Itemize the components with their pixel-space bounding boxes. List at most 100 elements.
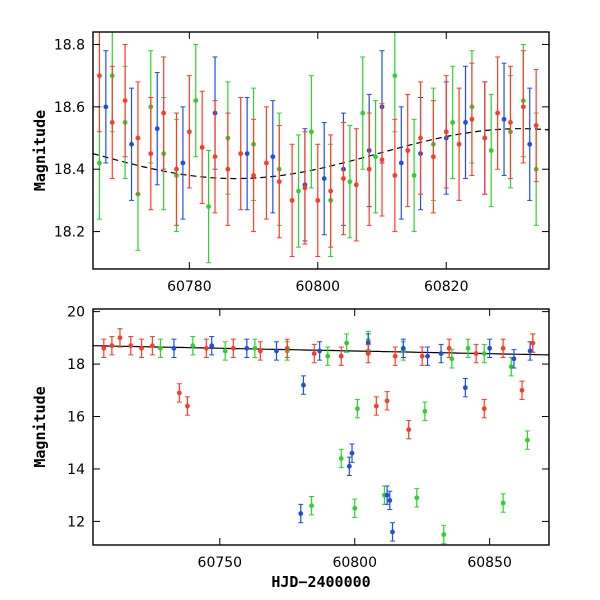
top-series-2-point-3 [135,135,141,141]
top-series-1-point-6 [270,154,276,160]
bottom-panel-data-marks [93,328,549,545]
bottom-series-1-point-0 [171,345,177,351]
top-series-2-point-27 [443,129,449,135]
top-panel-frame [92,31,550,270]
bottom-series-0-point-9 [352,505,358,511]
bottom-panel-ticks [93,309,549,545]
top-series-2-point-25 [418,135,423,141]
top-y-tick-label-0: 18.2 [54,225,85,241]
bottom-series-1-point-2 [244,345,250,351]
bottom-y-tick-label-4: 20 [67,305,85,321]
top-panel-ticks [93,32,549,269]
bottom-series-2-point-4 [139,345,144,351]
top-y-tick-label-2: 18.6 [54,100,85,116]
bottom-series-1-point-5 [301,382,306,388]
top-series-2-point-18 [328,188,334,194]
top-series-0-point-16 [360,110,366,116]
top-series-2-point-10 [225,166,231,172]
top-x-tick-label-1: 60800 [296,279,341,295]
bottom-series-2-point-7 [185,403,190,409]
top-series-1-point-5 [244,151,250,157]
top-series-0-point-17 [373,154,378,160]
bottom-series-2-point-11 [284,345,290,351]
bottom-series-1-point-16 [462,385,468,391]
top-series-2-point-20 [353,182,359,188]
top-series-2-point-30 [482,135,488,141]
bottom-series-2-point-25 [530,340,536,346]
top-series-2-point-34 [533,123,539,128]
bottom-series-1-point-17 [487,345,493,351]
top-panel-data-marks [93,32,549,264]
top-series-1-point-12 [398,160,404,166]
bottom-series-2-point-22 [481,406,487,412]
top-series-2-point-24 [405,148,411,153]
top-series-2-point-0 [97,73,102,79]
bottom-series-1-point-3 [274,348,279,354]
top-series-2-point-21 [366,166,372,172]
top-series-2-point-33 [520,104,526,110]
bottom-series-2-point-21 [473,351,479,356]
bottom-series-1-point-10 [384,492,390,498]
top-series-1-point-8 [321,176,327,181]
bottom-series-0-point-20 [500,500,506,506]
top-series-1-point-15 [463,120,468,125]
bottom-series-2-point-0 [101,345,107,351]
top-series-2-point-22 [379,157,385,163]
bottom-series-2-point-17 [392,353,398,359]
bottom-series-0-point-10 [355,406,360,412]
top-series-2-point-15 [289,197,295,203]
top-series-1-point-1 [129,141,134,147]
bottom-series-1-point-13 [400,345,406,351]
bottom-series-0-point-8 [344,340,350,346]
bottom-y-tick-label-0: 12 [67,514,85,530]
bottom-y-tick-label-3: 18 [67,357,85,373]
top-series-2-point-2 [122,98,128,104]
top-series-0-point-7 [193,98,199,104]
bottom-series-2-point-20 [446,345,452,351]
bottom-series-2-point-14 [365,351,371,356]
top-model-curve [93,128,549,180]
bottom-series-1-point-14 [425,353,430,359]
top-series-0-point-18 [392,73,398,79]
top-series-0-point-23 [488,148,494,153]
bottom-panel-frame [92,308,550,546]
top-series-2-point-23 [392,173,398,178]
top-series-0-point-19 [411,173,417,178]
bottom-panel-x-axis-label: HJD−2400000 [271,573,370,591]
bottom-panel-tick-labels: 60750 60800 60850 12 14 16 18 20 [67,305,512,571]
top-series-1-point-3 [180,160,186,166]
top-series-2-point-32 [508,120,513,125]
bottom-series-2-point-1 [109,343,115,349]
top-series-0-point-0 [97,160,102,166]
bottom-y-tick-label-2: 16 [67,410,85,426]
top-series-1-point-0 [103,104,109,110]
top-y-tick-label-1: 18.4 [54,162,85,178]
bottom-series-2-point-2 [117,335,123,341]
bottom-series-1-point-7 [346,463,352,469]
top-series-0-point-13 [308,129,314,135]
top-series-2-point-1 [109,120,115,125]
top-series-2-point-31 [495,110,501,116]
bottom-series-0-point-18 [465,345,471,351]
bottom-y-tick-label-1: 14 [67,462,85,478]
top-series-2-point-9 [212,154,218,160]
bottom-panel-y-axis-label: Magnitude [31,386,49,467]
bottom-series-2-point-5 [149,343,155,349]
bottom-series-2-point-23 [500,345,506,351]
bottom-series-2-point-6 [176,390,182,396]
bottom-series-2-point-24 [519,387,525,393]
top-series-2-point-11 [238,151,244,157]
top-panel-tick-labels: 60780 60800 60820 18.2 18.4 18.6 18.8 [54,37,469,295]
bottom-series-2-point-12 [311,351,317,356]
bottom-series-2-point-9 [230,345,236,351]
top-series-2-point-17 [315,197,321,203]
bottom-series-0-point-2 [222,348,228,354]
bottom-series-1-point-8 [349,450,355,456]
bottom-series-0-point-14 [414,495,420,501]
top-series-0-point-15 [347,179,353,185]
bottom-series-2-point-18 [406,427,412,433]
top-series-2-point-26 [430,154,436,160]
bottom-series-0-point-3 [252,345,258,351]
top-panel: 60780 60800 60820 18.2 18.4 18.6 18.8 Magnitud… [31,31,550,295]
top-panel-y-axis-label: Magnitude [31,110,49,191]
